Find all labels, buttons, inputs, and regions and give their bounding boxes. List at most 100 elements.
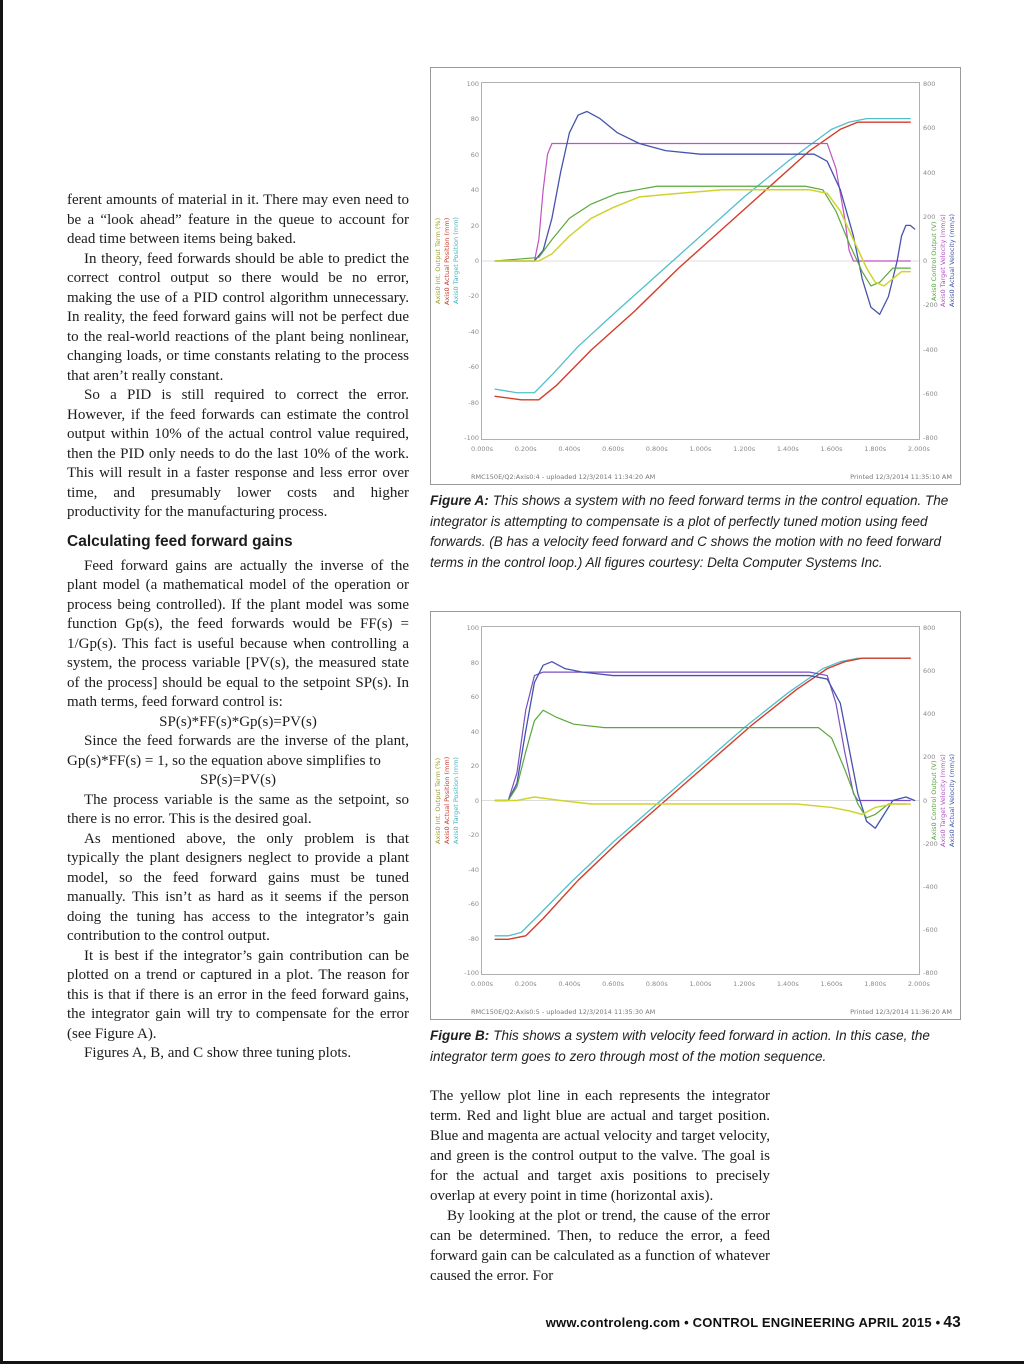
tick-label: -80 — [468, 934, 479, 943]
tick-label: 0.000s — [471, 445, 493, 453]
left-text-column: ferent amounts of material in it. There … — [67, 191, 409, 1064]
tick-label: 0.800s — [645, 980, 668, 988]
tick-label: -80 — [468, 398, 479, 407]
plot-footer-left: RMC150E/Q2:Axis0:5 - uploaded 12/3/2014 … — [471, 1008, 656, 1016]
tick-label: 1.000s — [689, 980, 712, 988]
tick-label: 60 — [470, 693, 479, 701]
page-footer: www.controleng.com • CONTROL ENGINEERING… — [546, 1314, 961, 1332]
body-paragraph: It is best if the integrator’s gain cont… — [67, 947, 409, 1042]
plot-svg — [482, 627, 919, 974]
left-axis-title: Axis0 Int. Output Term (%) — [434, 217, 442, 305]
tick-label: -60 — [468, 363, 479, 372]
tick-label: 0.200s — [514, 445, 537, 453]
body-paragraph: By looking at the plot or trend, the cau… — [430, 1208, 770, 1284]
tick-label: 40 — [470, 727, 479, 736]
page-number: 43 — [943, 1314, 961, 1331]
figure-b-chart: 100 80 60 40 20 0 -20 -40 -60 -80 -100 800 600 400 20… — [430, 611, 961, 1020]
section-heading: Calculating feed forward gains — [67, 532, 293, 550]
tick-label: -800 — [923, 969, 938, 977]
tick-label: 0 — [923, 257, 928, 265]
tick-label: 0 — [474, 256, 479, 265]
tick-label: 200 — [923, 753, 936, 762]
tick-label: 20 — [470, 221, 479, 230]
series-target-velocity-purple — [495, 672, 910, 800]
right-axis-title: Axis0 Target Velocity (mm/s) — [939, 754, 947, 847]
body-paragraph: Figures A, B, and C show three tuning pl… — [84, 1045, 352, 1061]
figure-a-caption-text: This shows a system with no feed forward… — [430, 493, 949, 570]
left-axis-title: Axis0 Actual Position (mm) — [443, 217, 451, 305]
tick-label: 0.400s — [558, 980, 581, 988]
figure-a-time-axis-ticks: 0.000s 0.200s 0.400s 0.600s 0.800s 1.000s 1.20… — [471, 445, 930, 453]
tick-label: 1.200s — [733, 980, 756, 988]
tick-label: 1.600s — [820, 445, 843, 453]
plot-footer-right: Printed 12/3/2014 11:35:10 AM — [850, 473, 952, 481]
tick-label: 1.200s — [733, 445, 756, 453]
tick-label: 1.000s — [689, 445, 712, 453]
tick-label: 80 — [470, 115, 479, 124]
tick-label: 40 — [470, 186, 479, 195]
body-paragraph: ferent amounts of material in it. There … — [67, 192, 409, 247]
tick-label: -60 — [468, 900, 479, 908]
right-axis-title: Axis0 Actual Velocity (mm/s) — [948, 214, 956, 308]
tick-label: 2.000s — [907, 980, 930, 988]
right-axis-title: Axis0 Actual Velocity (mm/s) — [948, 754, 956, 847]
plot-footer-right: Printed 12/3/2014 11:36:20 AM — [850, 1008, 952, 1016]
figure-a-chart: 100 80 60 40 20 0 -20 -40 -60 -80 -100 800 600 400 20… — [430, 67, 961, 485]
tick-label: 800 — [923, 80, 936, 88]
figure-a-right-axis-ticks: 800 600 400 200 0 -200 -400 -600 -800 — [923, 80, 941, 442]
series-integrator-term-yellow — [495, 797, 910, 814]
tick-label: 0.600s — [602, 980, 625, 988]
figure-b-caption: Figure B: This shows a system with veloci… — [430, 1026, 961, 1067]
tick-label: 80 — [470, 658, 479, 667]
tick-label: -200 — [923, 301, 938, 310]
body-paragraph: Feed forward gains are actually the inve… — [67, 557, 409, 711]
series-control-output-green — [495, 186, 910, 286]
tick-label: 1.400s — [776, 445, 799, 453]
right-axis-title: Axis0 Control Output (V) — [930, 221, 938, 301]
tick-label: -40 — [468, 865, 479, 874]
left-axis-title: Axis0 Actual Position (mm) — [443, 756, 451, 845]
tick-label: 400 — [923, 710, 936, 719]
tick-label: -200 — [923, 839, 938, 848]
figure-b-caption-text: This shows a system with velocity feed f… — [430, 1028, 930, 1064]
tick-label: -400 — [923, 345, 938, 354]
page-scan-edge-bottom — [0, 1361, 1024, 1364]
tick-label: 1.400s — [776, 980, 799, 988]
series-integrator-term-yellow — [495, 190, 910, 286]
tick-label: 1.600s — [820, 980, 843, 988]
tick-label: 800 — [923, 624, 936, 632]
right-text-column: The yellow plot line in each represents … — [430, 1086, 770, 1286]
series-target-velocity-magenta — [495, 144, 910, 261]
body-paragraph: As mentioned above, the only problem is … — [67, 830, 409, 945]
tick-label: -100 — [464, 433, 479, 442]
tick-label: 1.800s — [864, 980, 887, 988]
tick-label: 60 — [470, 150, 479, 159]
tick-label: 0.200s — [514, 980, 537, 988]
series-target-position-cyan — [495, 658, 910, 936]
equation-feed-forward: SP(s)*FF(s)*Gp(s)=PV(s) — [159, 713, 317, 730]
body-paragraph: So a PID is still required to correct th… — [67, 387, 409, 520]
figure-b-plot-area — [481, 626, 920, 975]
right-axis-title: Axis0 Control Output (V) — [930, 760, 938, 841]
tick-label: 0.000s — [471, 980, 493, 988]
tick-label: -40 — [468, 327, 479, 336]
tick-label: 200 — [923, 212, 936, 221]
tick-label: 1.800s — [864, 445, 887, 453]
equation-simplified: SP(s)=PV(s) — [200, 772, 276, 788]
tick-label: 2.000s — [907, 445, 930, 453]
figure-b-right-axis-ticks: 800 600 400 200 0 -200 -400 -600 -800 — [923, 624, 941, 977]
tick-label: 600 — [923, 124, 936, 133]
tick-label: -600 — [923, 389, 938, 398]
series-actual-position-red — [495, 658, 910, 939]
tick-label: -20 — [468, 831, 479, 839]
body-paragraph: The yellow plot line in each represents … — [430, 1088, 770, 1204]
page-scan-edge-left — [0, 0, 3, 1364]
tick-label: -100 — [464, 969, 479, 977]
figure-b-caption-label: Figure B: — [430, 1028, 490, 1043]
series-target-position-cyan — [495, 119, 910, 393]
tick-label: 400 — [923, 168, 936, 177]
tick-label: 0.600s — [602, 445, 625, 453]
tick-label: -20 — [468, 292, 479, 301]
figure-a-caption-label: Figure A: — [430, 493, 489, 508]
tick-label: -400 — [923, 882, 938, 891]
